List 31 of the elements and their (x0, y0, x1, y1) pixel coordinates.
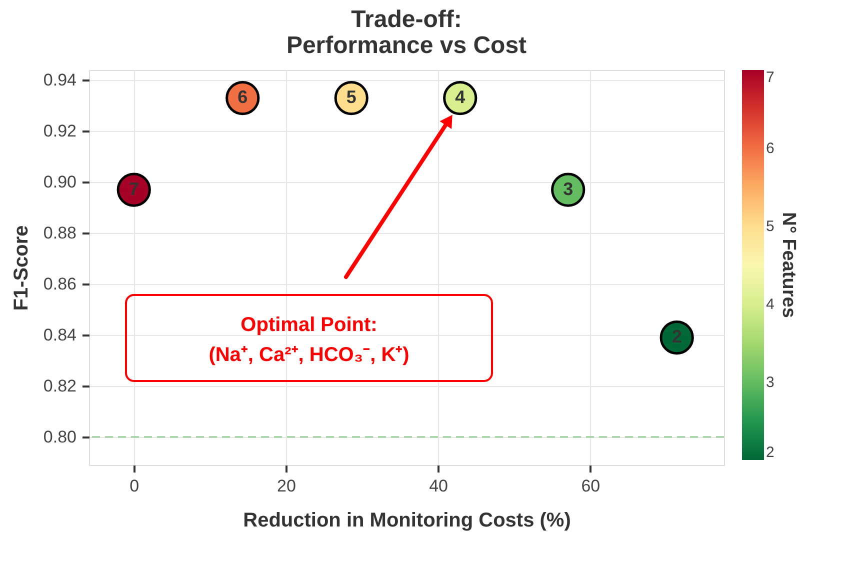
y-tick-label: 0.88 (43, 224, 76, 243)
x-tick-label: 60 (581, 476, 600, 496)
color-bar-label: 4 (766, 296, 774, 313)
chart-title: Trade-off: Performance vs Cost (286, 6, 527, 59)
annotation: 5 (346, 87, 356, 108)
point (334, 81, 368, 116)
x-tick-label: 40 (429, 476, 448, 496)
y-tick-label: 0.82 (43, 376, 76, 396)
color-bar-label: 3 (766, 374, 774, 391)
color-bar-title: N° Features (778, 212, 799, 318)
annotation: 7 (128, 178, 139, 199)
color-bar-label: 7 (766, 69, 774, 86)
color-bar-label: 6 (766, 140, 774, 157)
y-tick-label: 0.92 (43, 122, 76, 141)
x-tick-label: 0 (130, 476, 140, 496)
annotation: Optimal Point: (Na⁺, Ca²⁺, HCO₃⁻, K⁺) (208, 314, 410, 366)
point (116, 172, 151, 207)
annotation: 3 (563, 178, 574, 199)
point (660, 320, 694, 355)
annotation: 4 (455, 87, 466, 108)
color-bar-label: 2 (766, 444, 774, 461)
y-axis-title: F1-Score (10, 225, 32, 311)
y-tick-label: 0.80 (43, 427, 76, 446)
y-tick-label: 0.94 (43, 70, 76, 90)
x-tick-label: 20 (277, 476, 296, 496)
y-tick-label: 0.86 (43, 274, 76, 294)
x-axis-title: Reduction in Monitoring Costs (%) (243, 510, 571, 532)
annotation: 6 (238, 87, 248, 108)
y-tick-label: 0.84 (43, 326, 76, 345)
y-tick-label: 0.90 (43, 172, 76, 192)
color-bar-label: 5 (766, 218, 774, 235)
